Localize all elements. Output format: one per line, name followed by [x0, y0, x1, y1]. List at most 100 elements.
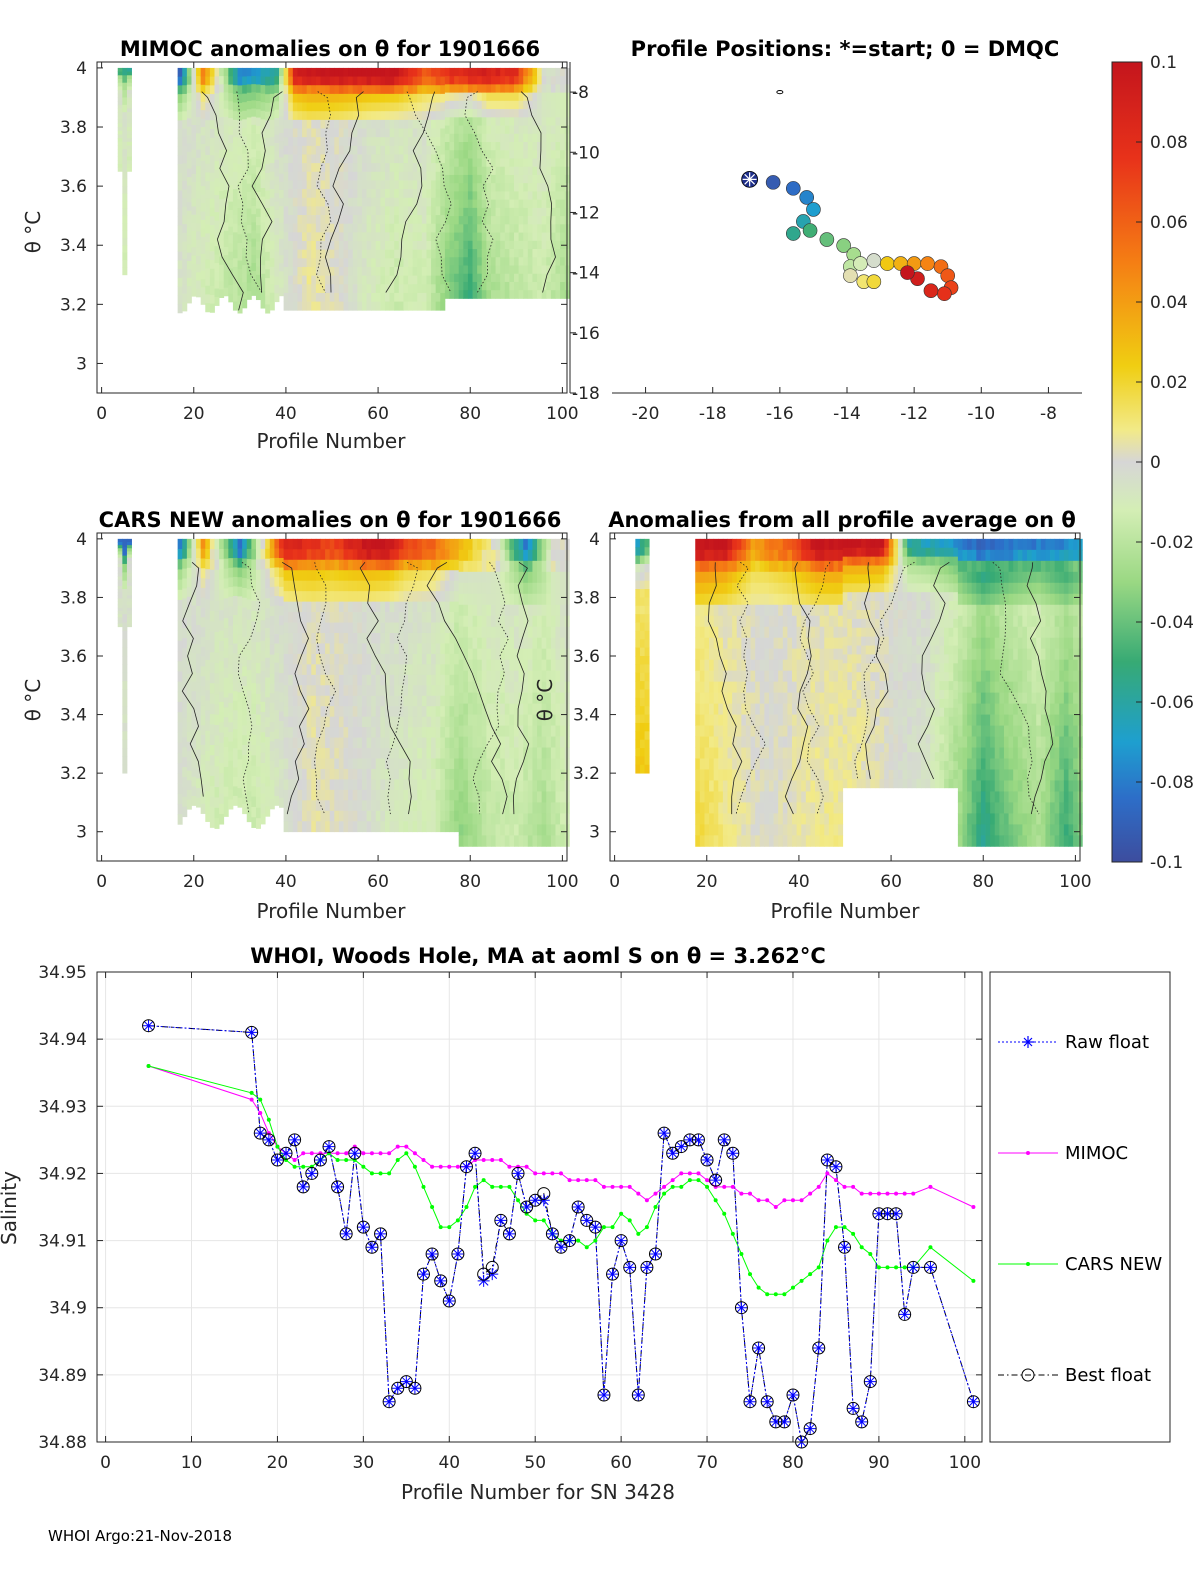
heatmap-cell	[504, 174, 510, 184]
heatmap-cell	[495, 249, 501, 258]
heatmap-cell	[375, 768, 381, 780]
heatmap-cell	[237, 208, 243, 218]
heatmap-cell	[265, 737, 271, 748]
heatmap-cell	[196, 256, 202, 265]
heatmap-cell	[237, 243, 243, 253]
heatmap-cell	[232, 653, 238, 664]
heatmap-cell	[325, 601, 331, 613]
heatmap-cell	[426, 154, 432, 164]
heatmap-cell	[320, 810, 326, 822]
heatmap-cell	[260, 170, 266, 180]
heatmap-cell	[481, 290, 487, 299]
heatmap-cell	[255, 175, 261, 185]
heatmap-cell	[560, 593, 566, 606]
heatmap-cell	[246, 629, 252, 641]
heatmap-cell	[398, 171, 404, 181]
heatmap-cell	[389, 695, 395, 707]
heatmap-cell	[338, 622, 344, 634]
heatmap-cell	[440, 197, 446, 207]
heatmap-cell	[122, 75, 128, 84]
heatmap-cell	[490, 207, 496, 217]
heatmap-cell	[325, 674, 331, 686]
heatmap-cell	[412, 206, 418, 216]
heatmap-cell	[200, 793, 206, 805]
heatmap-cell	[182, 707, 188, 718]
heatmap-cell	[126, 82, 132, 87]
heatmap-cell	[357, 111, 363, 121]
heatmap-cell	[325, 768, 331, 780]
heatmap-cell	[334, 258, 340, 268]
heatmap-cell	[315, 145, 321, 155]
heatmap-cell	[265, 304, 271, 314]
heatmap-cell	[444, 207, 450, 217]
heatmap-cell	[394, 716, 400, 728]
heatmap-cell	[122, 186, 128, 194]
heatmap-cell	[122, 127, 128, 135]
heatmap-cell	[315, 601, 321, 613]
heatmap-cell	[467, 166, 473, 176]
heatmap-cell	[191, 141, 197, 150]
heatmap-cell	[472, 725, 478, 737]
heatmap-cell	[209, 817, 215, 828]
heatmap-cell	[550, 125, 556, 135]
heatmap-cell	[541, 142, 547, 151]
heatmap-cell	[477, 615, 483, 628]
heatmap-cell	[444, 125, 450, 135]
heatmap-cell	[260, 239, 266, 249]
heatmap-cell	[495, 549, 501, 562]
heatmap-cell	[223, 116, 229, 126]
heatmap-cell	[426, 223, 432, 233]
heatmap-cell	[541, 648, 547, 661]
heatmap-cell	[279, 788, 285, 799]
heatmap-cell	[186, 538, 192, 549]
heatmap-cell	[403, 111, 409, 121]
heatmap-cell	[472, 626, 478, 639]
heatmap-cell	[177, 199, 183, 209]
heatmap-cell	[126, 167, 132, 172]
heatmap-cell	[214, 254, 220, 264]
heatmap-cell	[186, 760, 192, 772]
heatmap-cell	[361, 664, 367, 676]
heatmap-cell	[237, 102, 243, 113]
heatmap-cell	[449, 174, 455, 184]
heatmap-cell	[196, 76, 202, 85]
heatmap-cell	[490, 290, 496, 299]
heatmap-cell	[209, 120, 215, 130]
heatmap-cell	[458, 224, 464, 233]
heatmap-cell	[380, 111, 386, 121]
heatmap-cell	[205, 146, 211, 156]
heatmap-cell	[297, 559, 303, 571]
heatmap-cell	[500, 791, 506, 803]
heatmap-cell	[223, 173, 229, 183]
heatmap-cell	[472, 117, 478, 126]
heatmap-cell	[389, 76, 395, 86]
heatmap-cell	[449, 100, 455, 110]
heatmap-cell	[357, 163, 363, 173]
heatmap-cell	[523, 249, 529, 258]
heatmap-cell	[297, 223, 303, 233]
heatmap-cell	[426, 284, 432, 294]
heatmap-cell	[255, 807, 261, 819]
heatmap-cell	[338, 695, 344, 707]
heatmap-cell	[481, 538, 487, 551]
heatmap-cell	[454, 789, 460, 801]
heatmap-cell	[463, 758, 469, 770]
heatmap-cell	[334, 119, 340, 129]
heatmap-cell	[481, 692, 487, 704]
heatmap-cell	[361, 695, 367, 707]
heatmap-cell	[509, 780, 515, 792]
heatmap-cell	[302, 695, 308, 707]
heatmap-cell	[255, 766, 261, 778]
heatmap-cell	[338, 154, 344, 164]
heatmap-cell	[440, 111, 446, 121]
heatmap-cell	[454, 695, 460, 707]
heatmap-cell	[306, 241, 312, 251]
heatmap-cell	[394, 93, 400, 103]
heatmap-cell	[454, 257, 460, 266]
heatmap-cell	[449, 632, 455, 644]
heatmap-cell	[523, 67, 529, 77]
heatmap-cell	[283, 284, 289, 294]
heatmap-cell	[532, 150, 538, 159]
heatmap-cell	[348, 664, 354, 676]
